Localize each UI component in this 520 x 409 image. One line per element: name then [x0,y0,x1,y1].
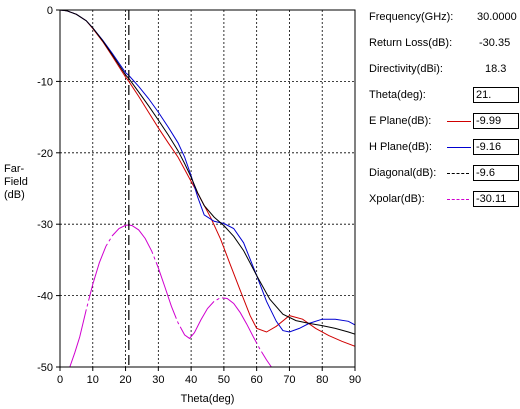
y-axis-label-line-3: (dB) [4,189,25,201]
theta-label: Theta(deg): [369,89,426,101]
x-tick-label: 30 [152,374,164,386]
x-tick-label: 20 [119,374,131,386]
y-axis-label-line-1: Far- [4,163,25,175]
diagonal-label: Diagonal(dB): [369,167,437,179]
y-tick-label: -30 [37,219,53,231]
chart-grid [60,10,355,367]
x-tick-label: 40 [185,374,197,386]
y-tick-label: -50 [37,362,53,374]
theta-input[interactable]: 21. [473,87,519,103]
xpolar-label: Xpolar(dB): [369,193,425,205]
y-tick-label: 0 [47,5,53,17]
x-tick-label: 90 [349,374,361,386]
frequency-value: 30.0000 [477,11,517,23]
y-tick-label: -40 [37,291,53,303]
x-tick-label: 0 [57,374,63,386]
xpolar-value: -30.11 [473,191,519,207]
hplane-swatch [447,147,471,148]
eplane-swatch [447,121,471,122]
eplane-label: E Plane(dB): [369,115,432,127]
y-axis-label: Far- Field (dB) [4,163,44,202]
series-line-diagonal [60,10,355,335]
return-loss-value: -30.35 [479,37,511,49]
diagonal-swatch [447,173,469,174]
x-tick-label: 80 [316,374,328,386]
diagonal-value: -9.6 [473,165,519,181]
y-tick-label: -10 [37,76,53,88]
x-axis-label: Theta(deg) [181,393,235,405]
chart-ticks: 0 10 20 30 40 50 60 70 80 90 0 -10 -20 -30 -40 -50 [37,5,361,386]
x-tick-label: 70 [283,374,295,386]
eplane-value: -9.99 [473,113,519,129]
hplane-value: -9.16 [473,139,519,155]
directivity-label: Directivity(dBi): [369,63,443,75]
hplane-label: H Plane(dB): [369,141,432,153]
frequency-label: Frequency(GHz): [369,11,454,23]
x-tick-label: 50 [218,374,230,386]
x-tick-label: 60 [251,374,263,386]
xpolar-swatch [447,199,469,200]
x-tick-label: 10 [87,374,99,386]
return-loss-label: Return Loss(dB): [369,37,453,49]
series-line-h-plane [60,10,355,333]
directivity-value: 18.3 [485,63,507,75]
y-axis-label-line-2: Field [4,176,28,188]
series-line-xpolar [69,224,272,367]
plot-frame [59,9,356,368]
y-tick-label: -20 [37,148,53,160]
chart-series [60,10,355,367]
